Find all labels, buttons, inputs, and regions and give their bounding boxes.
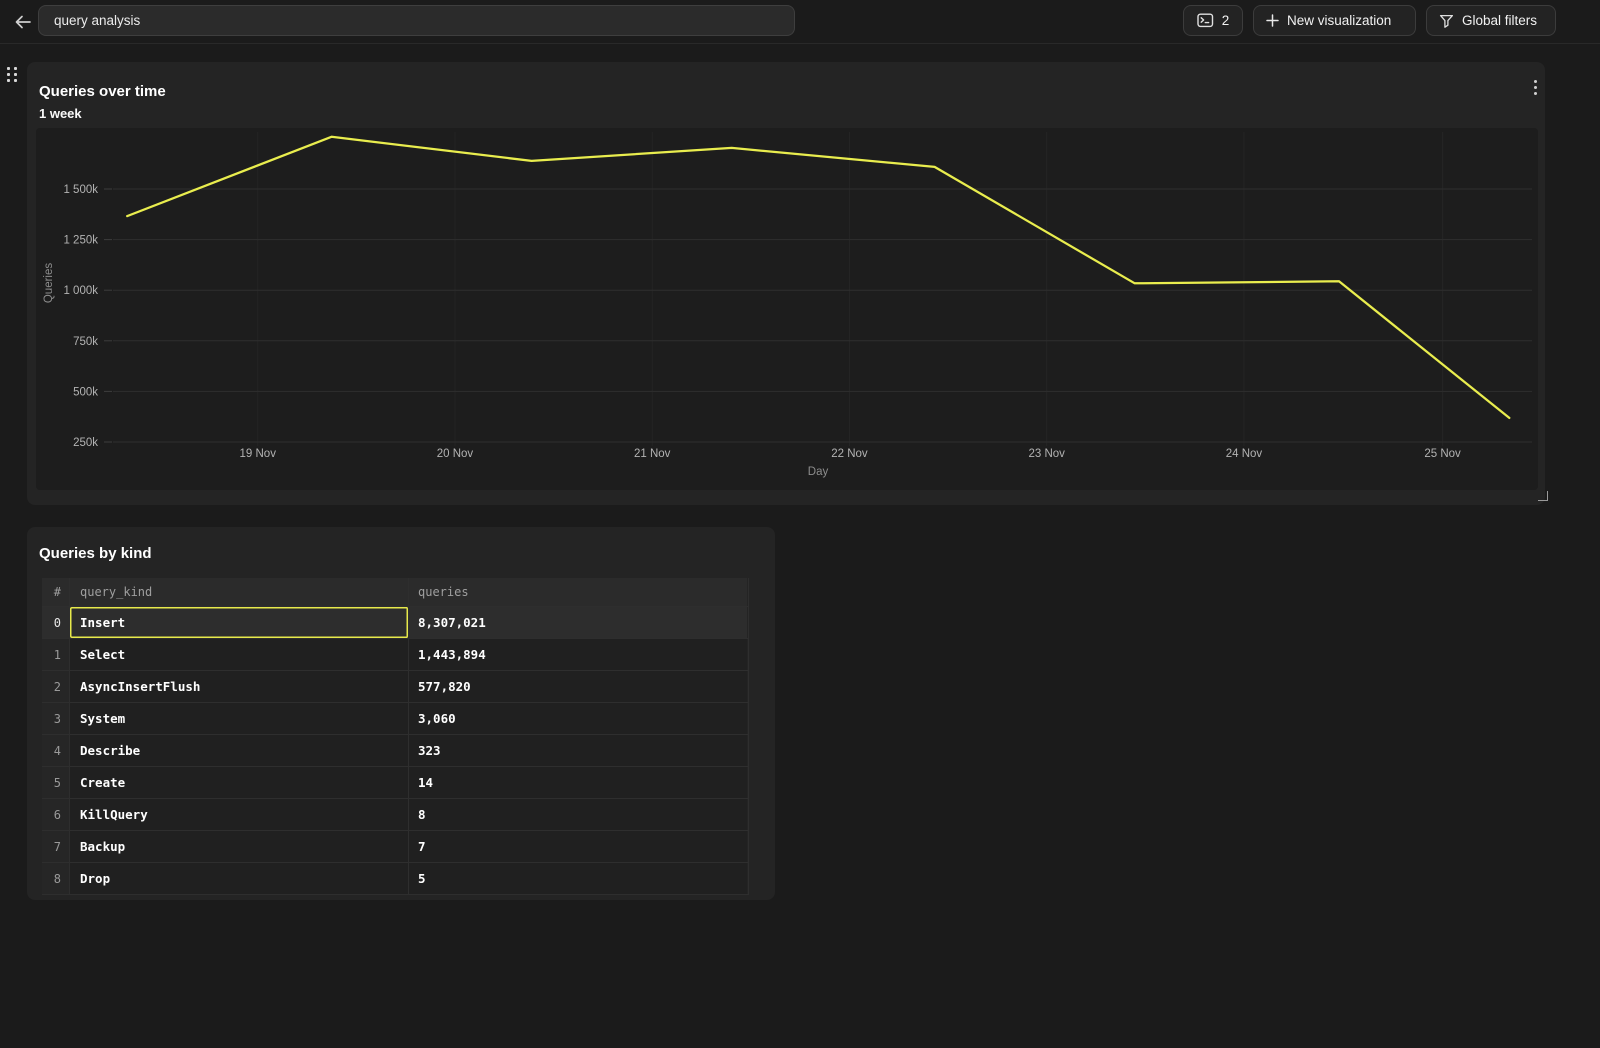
query-kind-cell[interactable]: Backup — [70, 831, 409, 862]
column-header-index[interactable]: # — [42, 578, 70, 606]
query-kind-cell[interactable]: Select — [70, 639, 409, 670]
plus-icon — [1266, 14, 1279, 27]
new-visualization-button[interactable]: New visualization — [1253, 5, 1416, 36]
row-index-cell: 8 — [42, 863, 70, 894]
console-icon — [1197, 13, 1213, 28]
queries-value-cell[interactable]: 323 — [409, 735, 747, 766]
table-row: 6 KillQuery 8 — [42, 798, 748, 830]
x-tick-label: 21 Nov — [634, 448, 671, 460]
queries-value-cell[interactable]: 577,820 — [409, 671, 747, 702]
query-kind-cell[interactable]: Create — [70, 767, 409, 798]
query-kind-cell[interactable]: Drop — [70, 863, 409, 894]
table-row: 1 Select 1,443,894 — [42, 638, 748, 670]
column-header-query_kind[interactable]: query_kind — [70, 578, 409, 606]
table-row: 8 Drop 5 — [42, 862, 748, 895]
y-tick-label: 1 500k — [63, 184, 98, 196]
x-tick-label: 23 Nov — [1028, 448, 1065, 460]
x-tick-label: 19 Nov — [240, 448, 277, 460]
visualization-count-button[interactable]: 2 — [1183, 5, 1243, 36]
y-tick-label: 500k — [73, 386, 98, 398]
queries-value-cell[interactable]: 1,443,894 — [409, 639, 747, 670]
row-index-cell: 1 — [42, 639, 70, 670]
query-kind-cell[interactable]: Insert — [70, 607, 409, 638]
row-index-cell: 7 — [42, 831, 70, 862]
x-tick-label: 25 Nov — [1424, 448, 1461, 460]
query-kind-cell[interactable]: System — [70, 703, 409, 734]
table-row: 5 Create 14 — [42, 766, 748, 798]
x-tick-label: 22 Nov — [831, 448, 868, 460]
query-kind-cell[interactable]: AsyncInsertFlush — [70, 671, 409, 702]
dashboard-title-input[interactable] — [38, 5, 795, 36]
panel-menu-kebab-icon[interactable] — [1528, 78, 1542, 96]
column-header-queries[interactable]: queries — [409, 578, 747, 606]
back-button[interactable] — [10, 9, 36, 35]
table-panel-title: Queries by kind — [39, 545, 152, 562]
table-row: 4 Describe 323 — [42, 734, 748, 766]
y-tick-label: 1 250k — [63, 235, 98, 247]
y-tick-label: 250k — [73, 437, 98, 449]
y-tick-label: 750k — [73, 336, 98, 348]
arrow-left-icon — [15, 15, 31, 29]
queries-value-cell[interactable]: 8 — [409, 799, 747, 830]
y-tick-label: 1 000k — [63, 285, 98, 297]
new-visualization-label: New visualization — [1287, 13, 1392, 28]
row-index-cell: 4 — [42, 735, 70, 766]
global-filters-label: Global filters — [1462, 13, 1538, 28]
row-index-cell: 6 — [42, 799, 70, 830]
queries-over-time-panel: Queries over time 1 week 1 500k 1 250k 1 0… — [27, 62, 1548, 505]
queries-value-cell[interactable]: 7 — [409, 831, 747, 862]
x-tick-label: 24 Nov — [1226, 448, 1263, 460]
row-index-cell: 0 — [42, 607, 70, 638]
chart-panel-subtitle: 1 week — [39, 106, 82, 121]
queries-by-kind-panel: Queries by kind # query_kind queries 0 Inser… — [27, 527, 775, 900]
row-index-cell: 2 — [42, 671, 70, 702]
y-axis-title: Queries — [43, 263, 55, 304]
panel-drag-handle-icon[interactable] — [7, 67, 19, 83]
global-filters-button[interactable]: Global filters — [1426, 5, 1556, 36]
x-axis-title: Day — [808, 466, 829, 478]
row-index-cell: 5 — [42, 767, 70, 798]
filter-funnel-icon — [1439, 14, 1454, 28]
table-row: 7 Backup 7 — [42, 830, 748, 862]
visualization-count: 2 — [1221, 13, 1230, 28]
queries-value-cell[interactable]: 5 — [409, 863, 747, 894]
queries-value-cell[interactable]: 8,307,021 — [409, 607, 747, 638]
queries-value-cell[interactable]: 3,060 — [409, 703, 747, 734]
queries-value-cell[interactable]: 14 — [409, 767, 747, 798]
table-header-row: # query_kind queries — [42, 578, 748, 606]
topbar: 2 New visualization Global filters — [0, 0, 1600, 44]
query-kind-cell[interactable]: KillQuery — [70, 799, 409, 830]
queries-over-time-chart[interactable]: 1 500k 1 250k 1 000k 750k 500k 250k 19 Nov 20 N… — [36, 128, 1538, 490]
x-tick-label: 20 Nov — [437, 448, 474, 460]
table-row: 2 AsyncInsertFlush 577,820 — [42, 670, 748, 702]
queries-series-line[interactable] — [126, 135, 1511, 420]
table-row: 0 Insert 8,307,021 — [42, 606, 748, 638]
line-chart-svg: 1 500k 1 250k 1 000k 750k 500k 250k 19 Nov 20 N… — [43, 132, 1532, 478]
query-kind-cell[interactable]: Describe — [70, 735, 409, 766]
queries-by-kind-table: # query_kind queries 0 Insert 8,307,021 1 Selec… — [42, 578, 749, 895]
row-index-cell: 3 — [42, 703, 70, 734]
panel-resize-handle[interactable] — [1538, 491, 1548, 501]
table-row: 3 System 3,060 — [42, 702, 748, 734]
chart-panel-title: Queries over time — [39, 83, 166, 100]
